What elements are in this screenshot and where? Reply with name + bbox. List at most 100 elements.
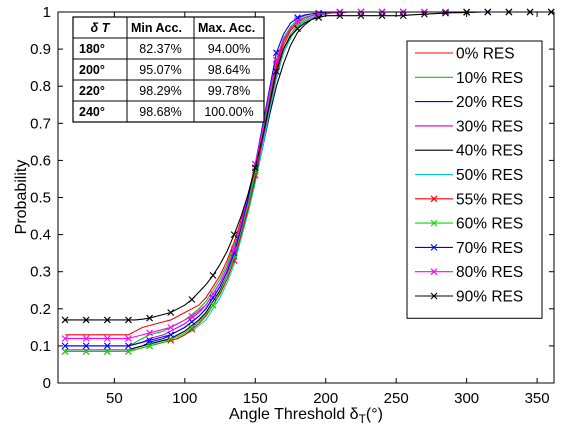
data-point-90pct-res [315,14,323,21]
data-point-80pct-res [125,335,132,342]
data-point-60pct-res [61,348,69,355]
table-cell: 82.37% [139,42,181,56]
data-point-90pct-res [146,314,153,322]
table-header-cell: Max. Acc. [198,21,255,35]
legend-label: 20% RES [456,94,523,111]
ticks-layer: 50 100 150 200 250 300 350 0 0.1 0.2 0.3 0.4 0.5 0.6 0… [30,4,554,407]
data-point-90pct-res [399,12,407,20]
y-tick-label: 1 [43,4,51,21]
x-tick-label: 250 [384,390,409,407]
table-cell: 94.00% [208,42,250,56]
legend-label: 70% RES [456,240,523,257]
x-axis-title-unit: (°) [366,406,383,423]
table-cell: 240° [79,105,105,119]
y-tick-label: 0.6 [30,152,51,169]
x-axis-title-sub: T [359,412,367,426]
data-point-60pct-res [125,348,132,355]
y-tick-label: 0.7 [30,115,51,132]
x-tick-label: 50 [106,390,123,407]
data-point-55pct-res [188,325,196,333]
data-point-90pct-res [273,67,280,75]
legend-label: 0% RES [456,46,515,63]
legend-label: 55% RES [456,191,523,208]
data-point-90pct-res [188,296,196,303]
data-point-90pct-res [336,12,344,20]
legend-marker [430,268,438,276]
series-layer [61,8,555,355]
data-point-70pct-res [61,342,69,350]
data-point-60pct-res [82,348,90,355]
legend-marker [430,195,438,203]
legend-label: 10% RES [456,70,523,87]
accuracy-table: δ T Min Acc. Max. Acc. 180° 82.37% 94.00% 200°… [72,16,265,123]
table-header-cell: δ T [91,21,111,35]
data-point-70pct-res [103,342,111,350]
table-cell: 98.68% [139,105,181,119]
data-point-90pct-res [294,25,301,33]
legend-label: 60% RES [456,216,523,233]
y-tick-label: 0.5 [30,190,51,207]
x-axis-title: Angle Threshold δT(°) [229,406,383,426]
y-tick-label: 0 [43,375,51,392]
legend-marker [430,244,438,251]
x-tick-label: 300 [454,390,479,407]
data-point-80pct-res [294,17,301,25]
data-point-80pct-res [61,335,69,342]
data-point-60pct-res [294,16,301,23]
legend-marker [430,292,438,300]
data-point-60pct-res [103,348,111,355]
data-point-80pct-res [209,290,217,298]
data-point-80pct-res [273,56,280,64]
table-cell: 220° [79,84,105,98]
data-point-90pct-res [230,231,238,238]
legend-marker [430,219,438,227]
legend-label: 40% RES [456,143,523,160]
y-tick-label: 0.9 [30,41,51,58]
table-cell: 180° [79,42,105,56]
data-point-80pct-res [146,329,153,337]
y-tick-label: 0.3 [30,264,51,281]
data-point-90pct-res [167,309,175,316]
table-cell: 98.64% [208,63,250,77]
y-tick-label: 0.8 [30,78,51,95]
data-point-90pct-res [61,316,69,324]
data-point-70pct-res [146,336,153,344]
data-point-70pct-res [125,342,132,350]
y-tick-label: 0.4 [30,227,51,244]
x-tick-label: 100 [172,390,197,407]
x-tick-label: 150 [243,390,268,407]
legend: 0% RES 10% RES 20% RES 30% RES 40% RES 50% RE… [406,40,543,319]
legend-label: 50% RES [456,167,523,184]
x-axis-title-main: Angle Threshold δ [229,406,359,423]
x-tick-label: 200 [313,390,338,407]
table-cell: 99.78% [208,84,250,98]
data-point-70pct-res [167,331,175,339]
data-point-80pct-res [82,335,90,342]
table-header-cell: Min Acc. [131,21,182,35]
data-point-60pct-res [188,323,196,331]
y-axis-title: Probability [13,160,30,235]
data-point-60pct-res [209,301,217,309]
data-point-80pct-res [230,246,238,253]
data-point-70pct-res [188,318,196,326]
legend-label: 30% RES [456,118,523,135]
legend-label: 90% RES [456,289,523,306]
data-point-90pct-res [378,12,386,20]
data-point-90pct-res [125,316,132,324]
data-point-90pct-res [442,9,449,17]
y-tick-label: 0.2 [30,301,51,318]
data-point-80pct-res [167,323,175,331]
data-point-90pct-res [103,316,111,324]
table-frame [72,16,265,123]
table-cell: 100.00% [204,105,253,119]
data-point-90pct-res [209,272,217,279]
legend-label: 80% RES [456,264,523,281]
table-cell: 200° [79,63,105,77]
data-point-70pct-res [82,342,90,350]
data-point-60pct-res [146,342,153,350]
table-cell: 98.29% [139,84,181,98]
data-point-80pct-res [103,335,111,342]
data-point-90pct-res [357,12,365,20]
y-tick-label: 0.1 [30,338,51,355]
